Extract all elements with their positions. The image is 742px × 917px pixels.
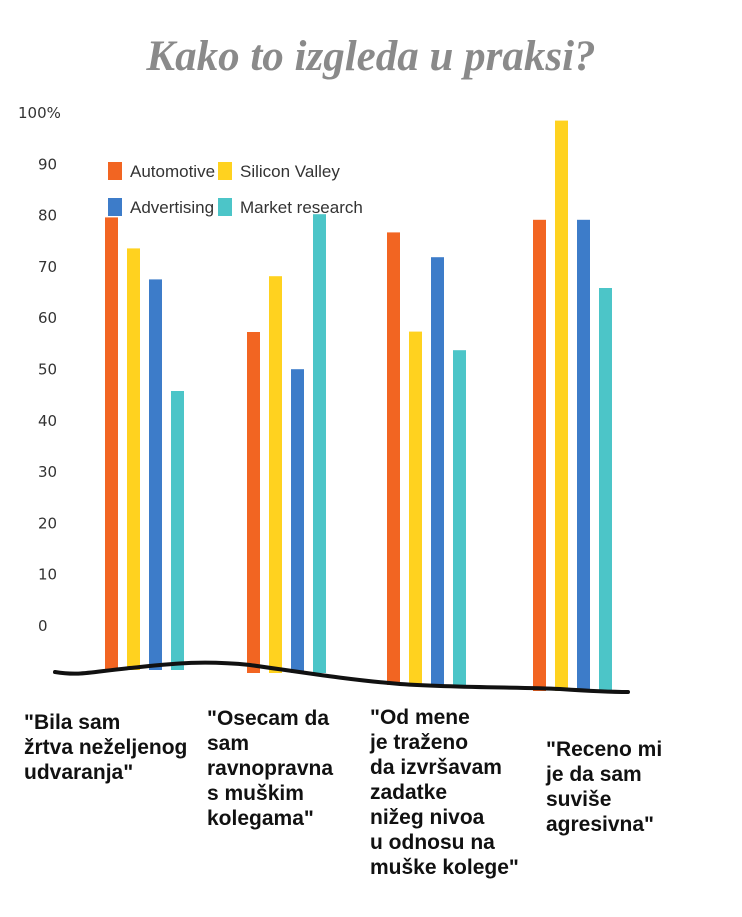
bar-advertising xyxy=(291,369,304,673)
legend-swatch xyxy=(108,198,122,216)
category-label-line: da izvršavam xyxy=(370,756,502,779)
bar-silicon-valley xyxy=(409,331,422,685)
legend-swatch xyxy=(218,198,232,216)
category-label-line: agresivna" xyxy=(546,813,655,836)
y-tick-label: 40 xyxy=(38,412,57,430)
y-tick-label: 10 xyxy=(38,566,57,584)
category-label-line: zadatke xyxy=(370,781,448,804)
category-label-line: udvaranja" xyxy=(24,761,134,784)
bar-market-research xyxy=(599,288,612,691)
y-tick-label: 0 xyxy=(38,617,48,635)
category-label: "Bila sam žrtva neželjenog udvaranja" xyxy=(24,710,187,785)
y-tick-label: 100% xyxy=(18,104,61,122)
category-label-line: muške kolege" xyxy=(370,856,519,879)
bar-automotive xyxy=(105,217,118,670)
y-tick-label: 50 xyxy=(38,361,57,379)
bar-silicon-valley xyxy=(127,248,140,670)
y-tick-label: 30 xyxy=(38,463,57,481)
bar-automotive xyxy=(533,219,546,692)
category-label-line: kolegama" xyxy=(207,807,314,830)
category-label-line: "Receno mi xyxy=(546,738,663,761)
y-tick-label: 70 xyxy=(38,258,57,276)
category-label-line: je da sam xyxy=(546,763,642,786)
category-label-line: žrtva neželjenog xyxy=(24,736,188,759)
bar-market-research xyxy=(313,214,326,673)
bar-silicon-valley xyxy=(269,276,282,673)
legend-label: Silicon Valley xyxy=(240,162,340,181)
bars xyxy=(105,120,612,692)
category-label: "Osecam da sam ravnopravna s muškim kolegama… xyxy=(207,706,333,831)
category-label-line: s muškim xyxy=(207,782,304,805)
y-tick-label: 20 xyxy=(38,514,57,532)
category-label-line: "Od mene xyxy=(370,706,470,729)
bar-advertising xyxy=(577,219,590,692)
legend: Automotive Silicon Valley Advertising Marke… xyxy=(108,162,363,217)
bar-market-research xyxy=(453,350,466,685)
baseline xyxy=(53,660,630,694)
bar-automotive xyxy=(247,332,260,673)
bar-market-research xyxy=(171,391,184,670)
bar-silicon-valley xyxy=(555,120,568,692)
bar-advertising xyxy=(149,279,162,670)
category-label-line: "Osecam da xyxy=(207,707,330,730)
bar-advertising xyxy=(431,257,444,685)
category-label-line: sam xyxy=(207,732,250,755)
category-label-line: ravnopravna xyxy=(207,757,334,780)
y-axis-ticks: 100% 90 80 70 60 50 40 30 20 10 0 xyxy=(18,104,61,635)
bar-automotive xyxy=(387,232,400,685)
category-label-line: "Bila sam xyxy=(24,711,121,734)
legend-label: Advertising xyxy=(130,198,214,217)
category-label-line: u odnosu na xyxy=(370,831,495,854)
y-tick-label: 60 xyxy=(38,309,57,327)
category-label-line: suviše xyxy=(546,788,612,811)
y-tick-label: 80 xyxy=(38,207,57,225)
legend-swatch xyxy=(108,162,122,180)
category-label: "Od mene je traženo da izvršavam zadatke niž… xyxy=(370,705,519,880)
y-tick-label: 90 xyxy=(38,155,57,173)
chart-title: Kako to izgleda u praksi? xyxy=(145,33,595,80)
category-label-line: nižeg nivoa xyxy=(370,806,485,829)
legend-label: Automotive xyxy=(130,162,215,181)
category-label-line: je traženo xyxy=(370,731,469,754)
legend-swatch xyxy=(218,162,232,180)
legend-label: Market research xyxy=(240,198,363,217)
category-label: "Receno mi je da sam suviše agresivna" xyxy=(546,737,662,837)
